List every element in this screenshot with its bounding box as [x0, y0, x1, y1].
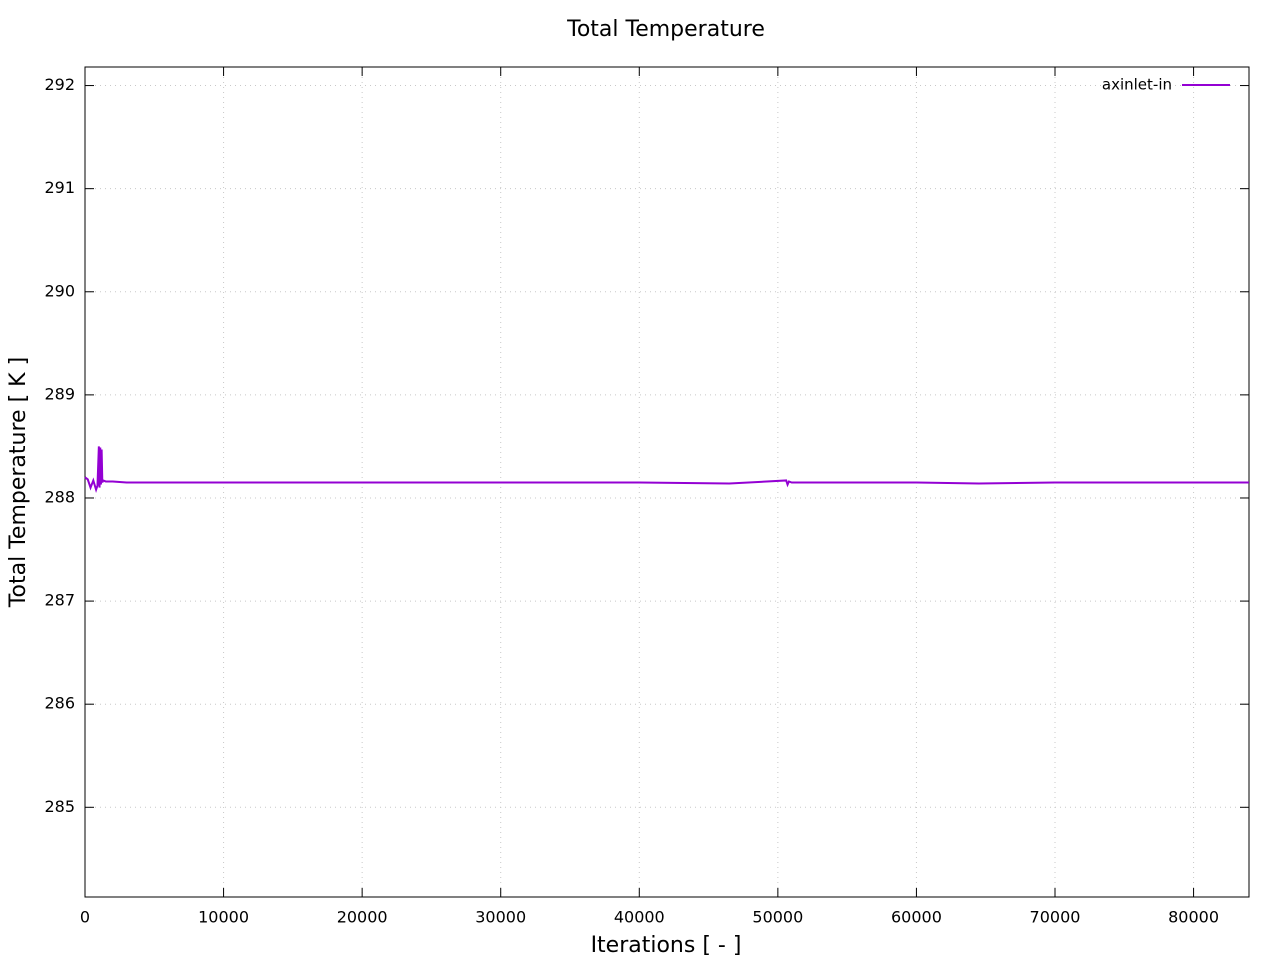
- x-tick-label: 30000: [475, 908, 526, 927]
- x-tick-label: 0: [80, 908, 90, 927]
- y-tick-label: 285: [44, 797, 75, 816]
- y-tick-label: 288: [44, 487, 75, 506]
- y-tick-label: 292: [44, 75, 75, 94]
- y-tick-label: 289: [44, 384, 75, 403]
- x-tick-label: 80000: [1168, 908, 1219, 927]
- data-line: [84, 446, 1249, 494]
- x-tick-label: 70000: [1030, 908, 1081, 927]
- y-tick-label: 286: [44, 694, 75, 713]
- x-tick-label: 40000: [614, 908, 665, 927]
- chart-title: Total Temperature: [566, 17, 765, 42]
- y-tick-label: 290: [44, 281, 75, 300]
- x-tick-label: 10000: [198, 908, 249, 927]
- y-tick-label: 287: [44, 591, 75, 610]
- legend-label: axinlet-in: [1102, 76, 1172, 94]
- y-axis-label: Total Temperature [ K ]: [6, 357, 31, 608]
- x-tick-label: 50000: [752, 908, 803, 927]
- x-axis-label: Iterations [ - ]: [591, 933, 742, 958]
- x-tick-label: 60000: [891, 908, 942, 927]
- y-tick-label: 291: [44, 178, 75, 197]
- x-tick-label: 20000: [337, 908, 388, 927]
